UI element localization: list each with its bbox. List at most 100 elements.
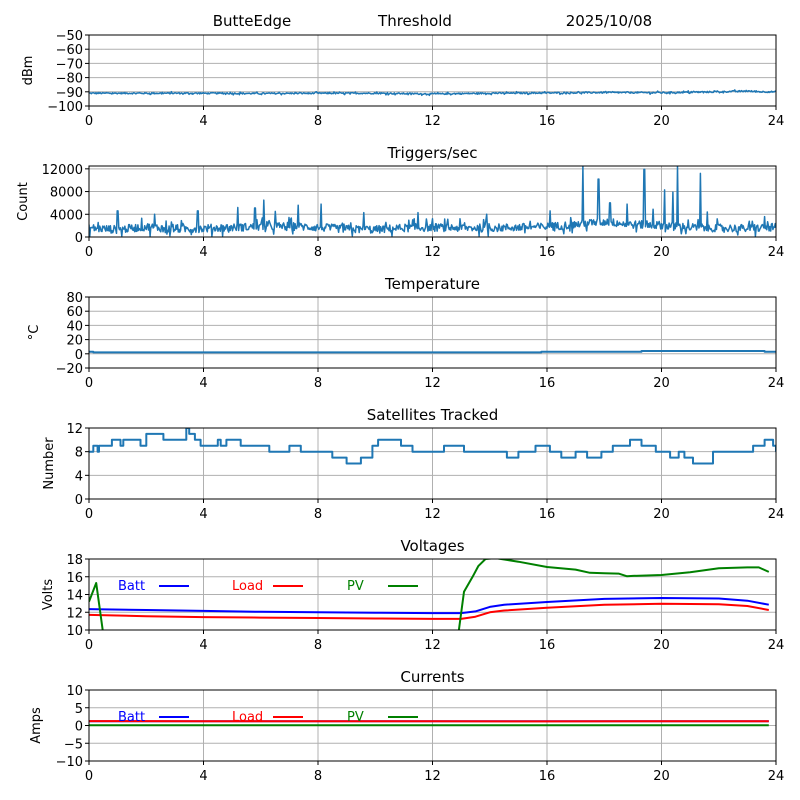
panel-voltages: 0 4 8 12 16 20 24 10 12 14 16 18 Voltages Volts Batt Lo… (41, 537, 784, 653)
x-tick-label: 24 (768, 769, 785, 784)
y-axis-label: Amps (29, 707, 44, 744)
x-tick-label: 16 (539, 245, 556, 260)
legend-label-batt: Batt (118, 579, 145, 594)
y-axis-label: Number (42, 437, 57, 490)
y-tick-label: 20 (66, 334, 83, 349)
y-tick-label: −20 (56, 362, 83, 377)
y-tick-label: 10 (66, 624, 83, 639)
y-tick-label: 10 (66, 684, 83, 699)
x-tick-label: 0 (85, 245, 93, 260)
panel-satellites: 0 4 8 12 16 20 24 0 4 8 12 Satellites Tracked Number (42, 406, 784, 522)
header-mode: Threshold (377, 12, 452, 30)
x-tick-label: 8 (314, 245, 322, 260)
x-tick-label: 20 (653, 638, 670, 653)
x-tick-label: 4 (199, 769, 207, 784)
x-tick-label: 0 (85, 507, 93, 522)
y-tick-label: 40 (66, 319, 83, 334)
x-tick-label: 8 (314, 114, 322, 129)
y-axis-label: Volts (41, 579, 56, 611)
legend-label-load: Load (232, 579, 263, 594)
y-tick-label: −70 (56, 57, 83, 72)
y-tick-label: 0 (75, 231, 83, 246)
x-tick-label: 8 (314, 376, 322, 391)
legend-label-pv: PV (347, 710, 364, 725)
x-tick-label: 24 (768, 638, 785, 653)
y-tick-label: 5 (75, 702, 83, 717)
legend: Batt Load PV (118, 710, 418, 725)
x-tick-label: 24 (768, 114, 785, 129)
x-tick-label: 16 (539, 114, 556, 129)
figure-header: ButteEdge Threshold 2025/10/08 (213, 12, 653, 30)
y-tick-label: 0 (75, 720, 83, 735)
x-tick-label: 4 (199, 376, 207, 391)
y-tick-label: 14 (66, 589, 83, 604)
x-tick-label: 8 (314, 507, 322, 522)
series-group (89, 350, 776, 354)
x-tick-label: 12 (424, 114, 441, 129)
y-tick-label: −10 (56, 755, 83, 770)
chart-title: Satellites Tracked (367, 406, 498, 424)
y-tick-label: −5 (64, 737, 83, 752)
x-tick-label: 12 (424, 507, 441, 522)
x-tick-label: 0 (85, 114, 93, 129)
series-line-load (89, 602, 769, 620)
y-tick-label: 4 (75, 469, 83, 484)
y-tick-label: 16 (66, 571, 83, 586)
chart-title: Voltages (400, 537, 464, 555)
chart-title: Currents (400, 668, 464, 686)
series-line-batt (89, 597, 769, 615)
x-tick-label: 16 (539, 638, 556, 653)
series-line-satellites (89, 428, 776, 465)
x-tick-label: 20 (653, 376, 670, 391)
legend-label-pv: PV (347, 579, 364, 594)
x-tick-label: 12 (424, 638, 441, 653)
chart-title: Triggers/sec (387, 144, 478, 162)
x-tick-label: 8 (314, 769, 322, 784)
chart-title: Temperature (384, 275, 480, 293)
panel-triggers: 0 4 8 12 16 20 24 0 4000 8000 12000 Triggers/sec Cou… (16, 144, 784, 260)
x-tick-label: 0 (85, 769, 93, 784)
x-tick-label: 24 (768, 507, 785, 522)
panel-currents: 0 4 8 12 16 20 24 −10 −5 0 5 10 Currents Amps Batt Load… (29, 668, 784, 784)
series-line-rssi (89, 89, 776, 97)
y-tick-label: 8 (75, 446, 83, 461)
y-tick-label: 0 (75, 348, 83, 363)
y-tick-label: 60 (66, 305, 83, 320)
y-tick-label: −90 (56, 86, 83, 101)
x-tick-label: 20 (653, 114, 670, 129)
x-tick-label: 0 (85, 638, 93, 653)
y-tick-label: 12000 (42, 163, 83, 178)
header-station: ButteEdge (213, 12, 292, 30)
x-tick-label: 12 (424, 769, 441, 784)
x-tick-label: 24 (768, 245, 785, 260)
y-tick-label: 12 (66, 606, 83, 621)
x-tick-label: 12 (424, 376, 441, 391)
x-tick-label: 16 (539, 769, 556, 784)
series-group (89, 166, 776, 237)
y-axis-label: °C (27, 325, 42, 341)
x-tick-label: 24 (768, 376, 785, 391)
legend: Batt Load PV (118, 579, 418, 594)
legend-label-batt: Batt (118, 710, 145, 725)
y-axis-label: dBm (21, 56, 36, 86)
x-tick-label: 12 (424, 245, 441, 260)
x-tick-label: 4 (199, 245, 207, 260)
x-tick-label: 0 (85, 376, 93, 391)
x-tick-label: 4 (199, 507, 207, 522)
y-tick-label: 18 (66, 553, 83, 568)
x-tick-label: 20 (653, 245, 670, 260)
header-date: 2025/10/08 (566, 12, 652, 30)
series-line-triggers (89, 166, 776, 237)
x-tick-label: 16 (539, 507, 556, 522)
x-tick-label: 4 (199, 114, 207, 129)
y-tick-label: −100 (47, 100, 83, 115)
x-tick-label: 8 (314, 638, 322, 653)
y-tick-label: 4000 (50, 208, 83, 223)
legend-label-load: Load (232, 710, 263, 725)
y-tick-label: 12 (66, 422, 83, 437)
series-group (89, 428, 776, 465)
series-group (89, 89, 776, 97)
panel-rssi: 0 4 8 12 16 20 24 −100−90−80−70−60−50 dBm (21, 29, 784, 129)
series-group (89, 559, 770, 630)
